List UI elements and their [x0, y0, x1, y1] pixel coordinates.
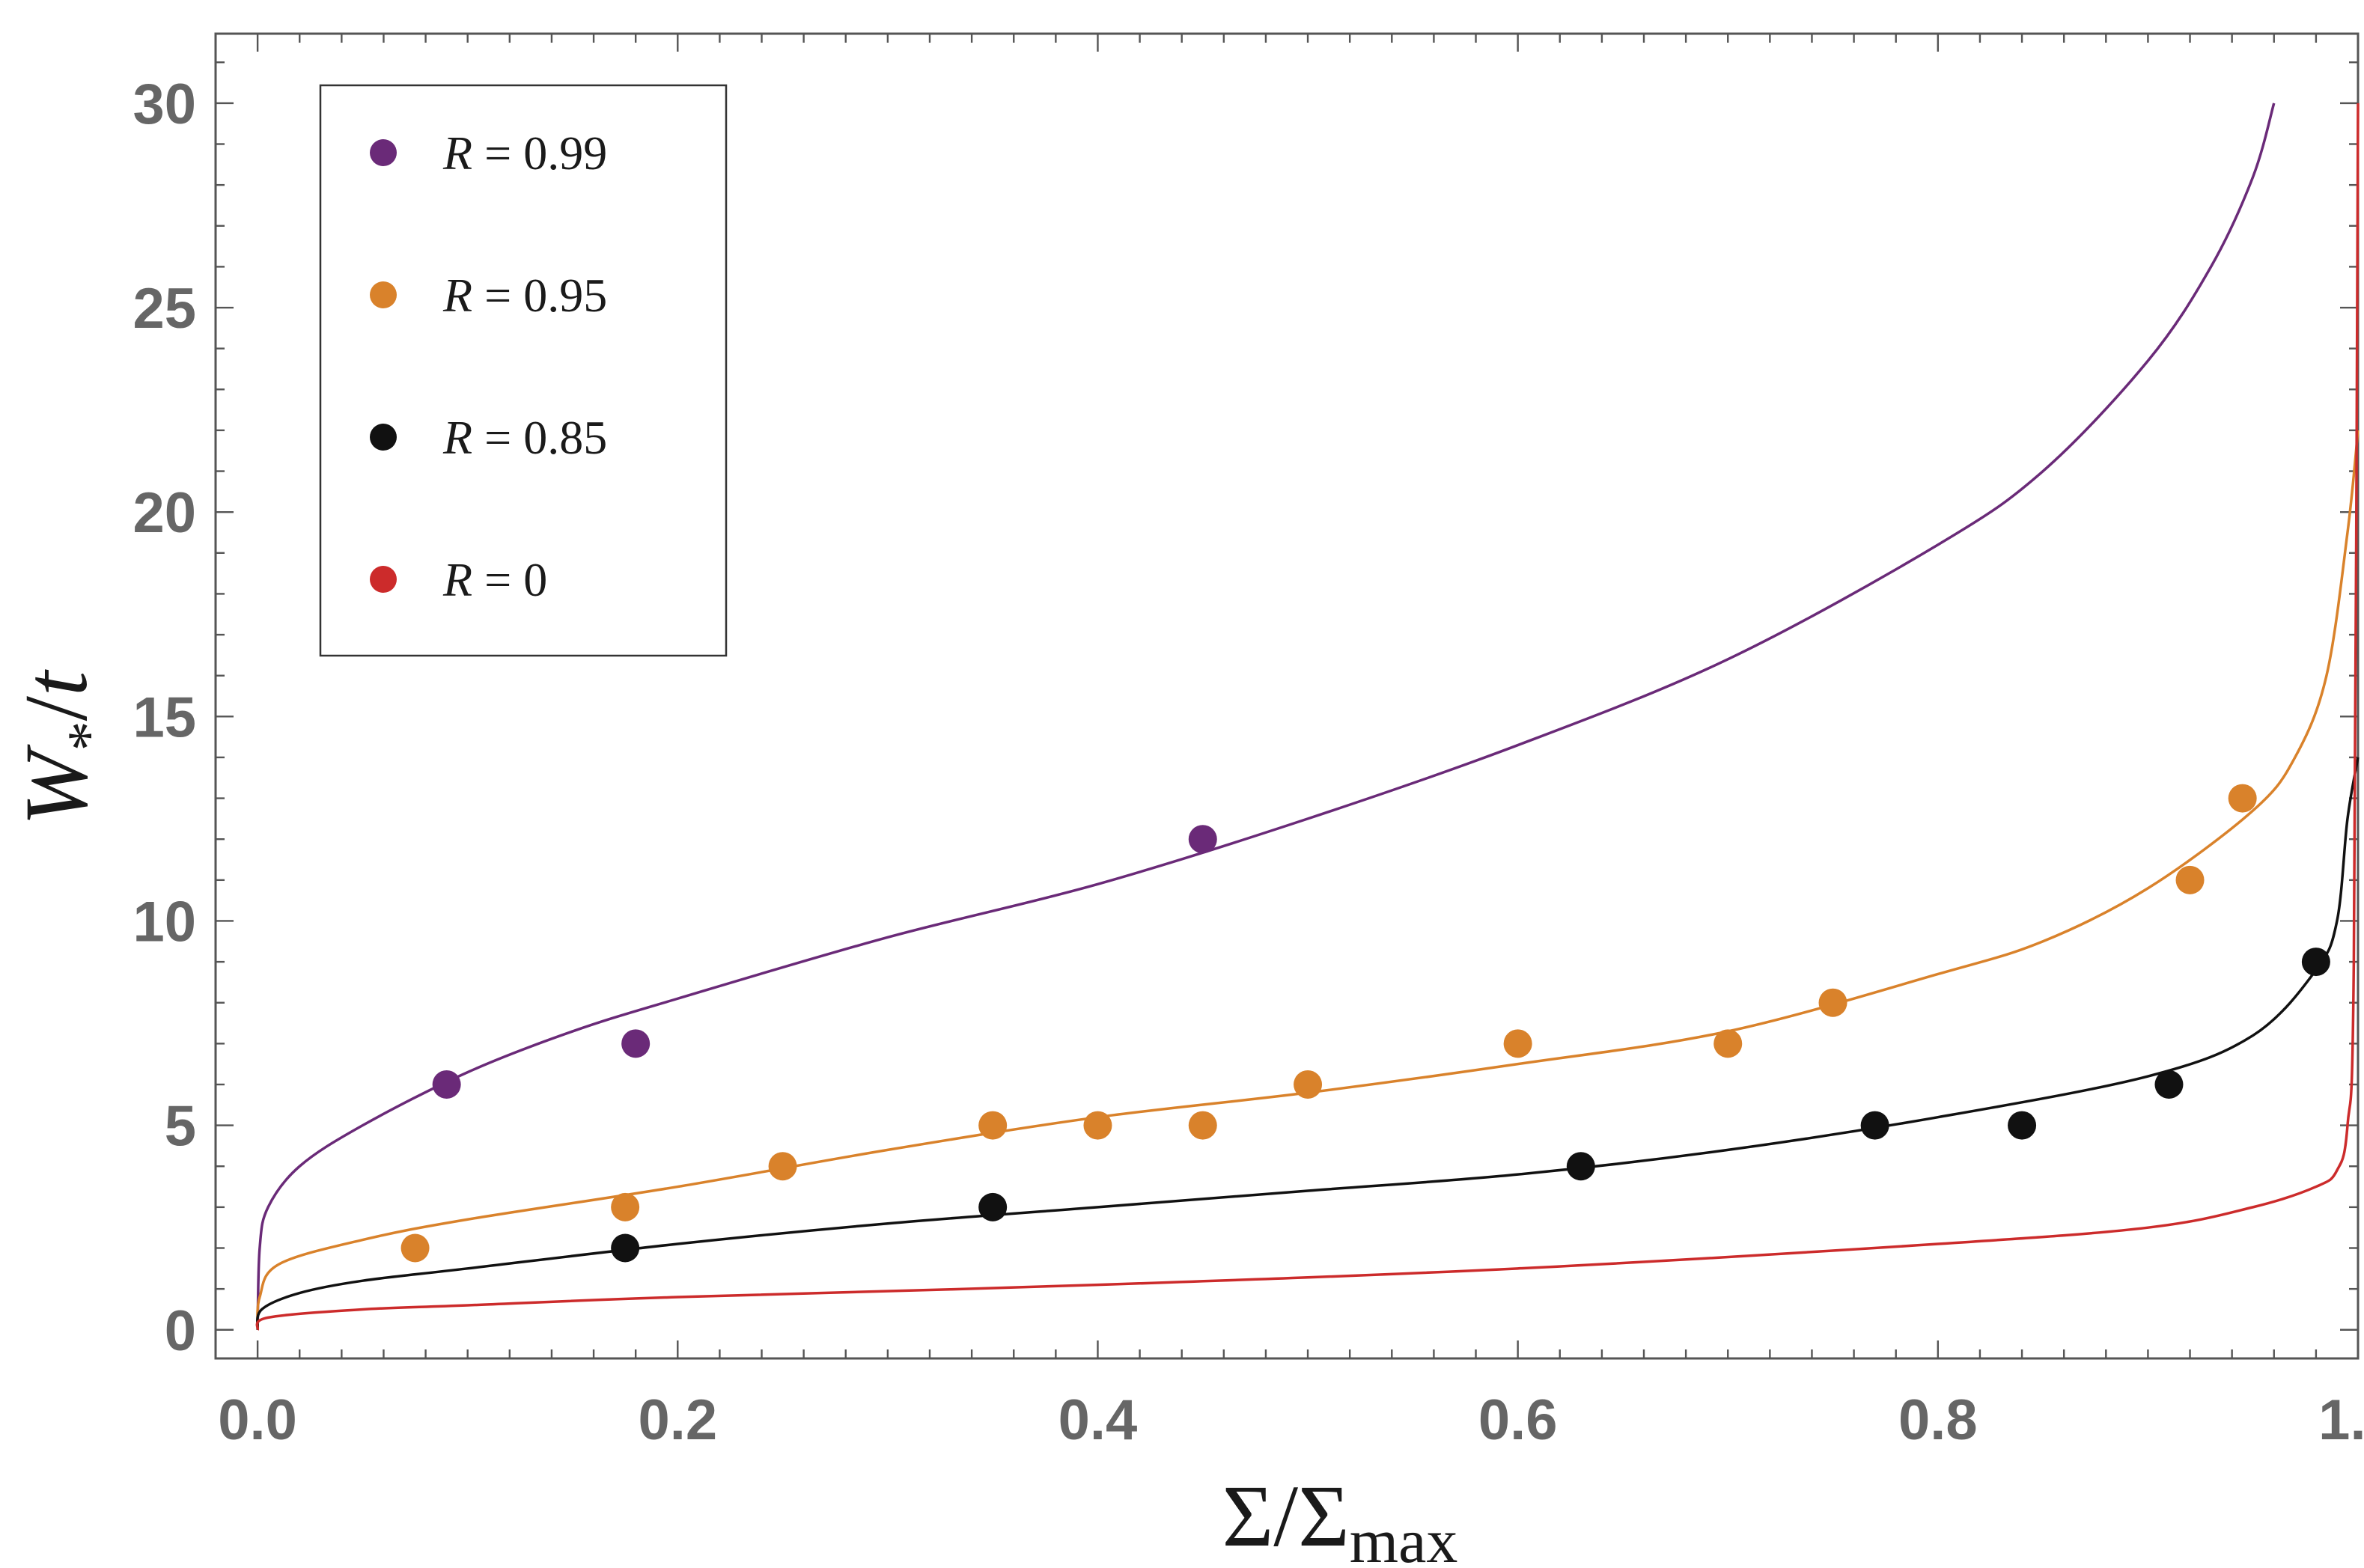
data-point	[2228, 784, 2257, 813]
x-tick-label: 0.0	[218, 1388, 297, 1452]
y-axis-title: W*/t	[6, 669, 122, 826]
x-tick-label: 0.6	[1478, 1388, 1558, 1452]
data-point	[978, 1192, 1008, 1221]
y-axis-title-main: W	[6, 743, 106, 826]
data-point	[978, 1111, 1008, 1140]
curve-r-0-85	[256, 757, 2360, 1331]
x-tick-label: 0.8	[1898, 1388, 1978, 1452]
svg-text:Σ/Σmax: Σ/Σmax	[1222, 1467, 1458, 1568]
data-point	[1083, 1111, 1112, 1140]
y-tick-labels: 0 5 10 15 20 25 30	[132, 73, 196, 1363]
data-point	[1188, 1111, 1217, 1140]
data-point	[768, 1152, 797, 1181]
data-point	[1188, 825, 1217, 854]
x-tick-label: 0.2	[638, 1388, 717, 1452]
legend-marker	[370, 139, 397, 166]
x-axis-title-main: Σ/Σ	[1222, 1467, 1350, 1565]
x-tick-label: 0.4	[1058, 1388, 1138, 1452]
y-tick-label: 20	[132, 481, 196, 545]
legend-label: R = 0.95	[442, 269, 607, 322]
data-point	[432, 1070, 461, 1099]
data-point	[2301, 948, 2330, 977]
y-tick-label: 10	[132, 890, 196, 954]
legend-marker	[370, 566, 397, 593]
data-point	[1860, 1111, 1889, 1140]
x-axis-title-sub: max	[1350, 1507, 1458, 1568]
legend: R = 0.99 R = 0.95 R = 0.85 R = 0	[319, 84, 728, 657]
legend-label: R = 0.99	[442, 126, 607, 180]
y-tick-label: 0	[165, 1299, 196, 1363]
x-tick-labels: 0.0 0.2 0.4 0.6 0.8 1.0	[218, 1388, 2364, 1452]
fit-curves	[255, 103, 2360, 1331]
y-tick-label: 15	[132, 686, 196, 749]
data-point	[611, 1192, 640, 1221]
y-axis-title-denom: t	[6, 669, 106, 696]
y-tick-label: 5	[165, 1095, 196, 1159]
x-tick-label: 1.0	[2318, 1388, 2364, 1452]
data-point	[1566, 1152, 1595, 1181]
legend-label: R = 0.85	[442, 411, 607, 464]
data-point	[2175, 865, 2205, 894]
x-axis-title: Σ/Σmax	[1222, 1467, 1458, 1568]
data-point	[621, 1029, 651, 1058]
data-point	[400, 1233, 430, 1263]
svg-text:W*/t: W*/t	[6, 669, 122, 826]
y-axis-title-sub: *	[56, 721, 122, 751]
curve-r-0	[255, 103, 2360, 1331]
legend-marker	[370, 424, 397, 451]
curve-r-0-95	[256, 430, 2360, 1330]
data-point	[611, 1233, 640, 1263]
plot-frame	[214, 32, 2360, 1360]
data-point	[2008, 1111, 2037, 1140]
curve-r-0-99	[256, 103, 2276, 1330]
data-point	[2154, 1070, 2184, 1099]
y-axis-title-slash: /	[6, 695, 106, 721]
legend-box	[319, 84, 728, 657]
legend-marker	[370, 281, 397, 308]
data-point	[1503, 1029, 1532, 1058]
data-points	[400, 784, 2330, 1263]
legend-label: R = 0	[442, 553, 547, 606]
data-point	[1294, 1070, 1323, 1099]
y-tick-label: 30	[132, 73, 196, 136]
data-point	[1713, 1029, 1743, 1058]
legend-items: R = 0.99 R = 0.95 R = 0.85 R = 0	[370, 126, 607, 606]
y-tick-label: 25	[132, 277, 196, 341]
data-point	[1818, 988, 1847, 1017]
